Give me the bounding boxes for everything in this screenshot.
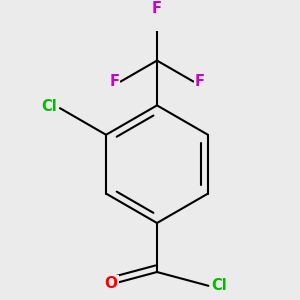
- Text: F: F: [195, 74, 205, 89]
- Text: Cl: Cl: [41, 99, 57, 114]
- Text: F: F: [152, 1, 162, 16]
- Text: F: F: [109, 74, 119, 89]
- Text: Cl: Cl: [211, 278, 227, 293]
- Text: O: O: [104, 277, 118, 292]
